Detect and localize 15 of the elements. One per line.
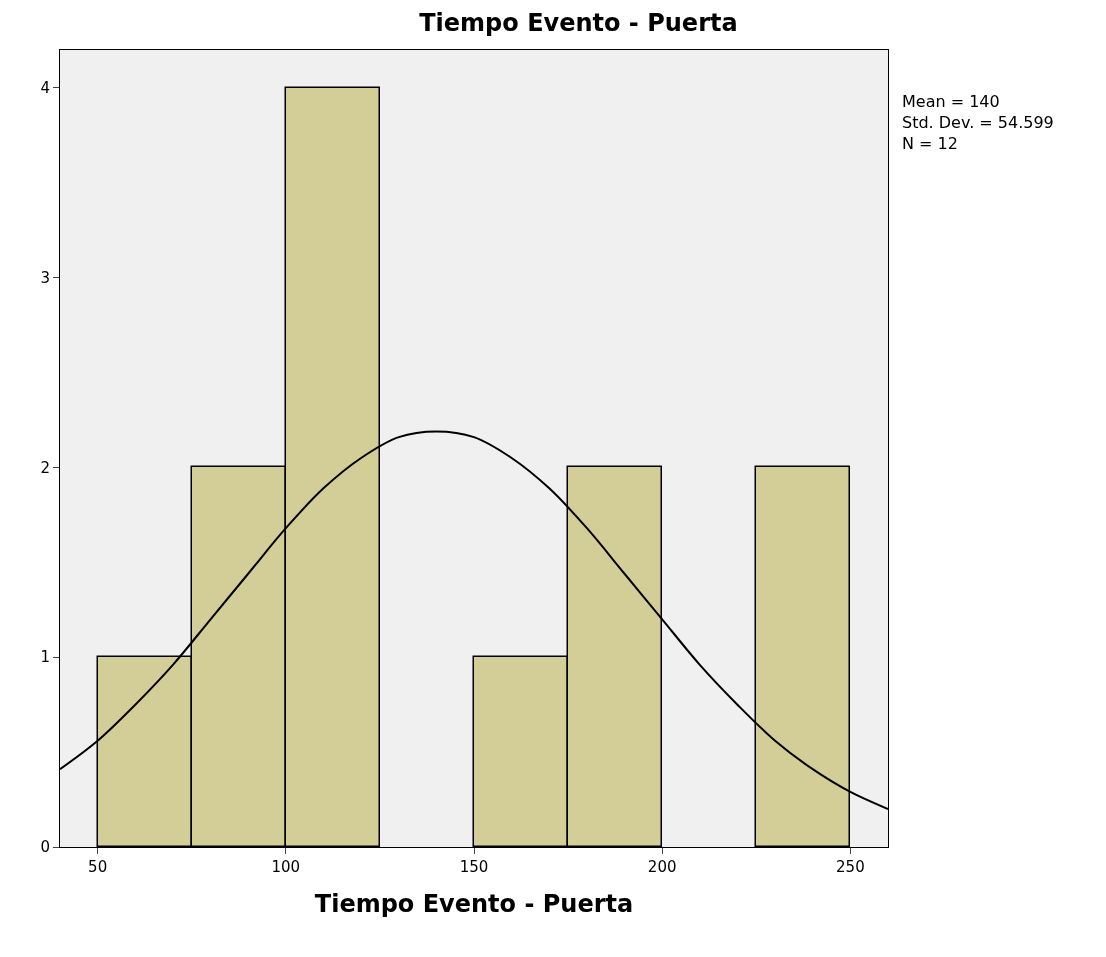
- text: Mean = 140: [902, 92, 1000, 111]
- text: N = 12: [902, 133, 958, 153]
- x-tick-label: 150: [459, 858, 489, 876]
- chart-title: Tiempo Evento - Puerta: [419, 9, 738, 38]
- y-tick-label: 1: [40, 648, 50, 667]
- y-tick-label: 0: [40, 838, 50, 857]
- y-tick-label: 3: [40, 268, 50, 287]
- x-tick-label: 200: [647, 858, 677, 876]
- x-axis-title: Tiempo Evento - Puerta: [314, 890, 634, 919]
- y-tick-label: 4: [40, 79, 50, 98]
- text: Std. Dev. = 54.599: [902, 112, 1054, 132]
- x-tick-label: 100: [271, 858, 301, 876]
- y-tick-label: 2: [40, 458, 50, 477]
- x-tick-label: 50: [88, 858, 108, 876]
- x-tick-label: 250: [836, 858, 865, 876]
